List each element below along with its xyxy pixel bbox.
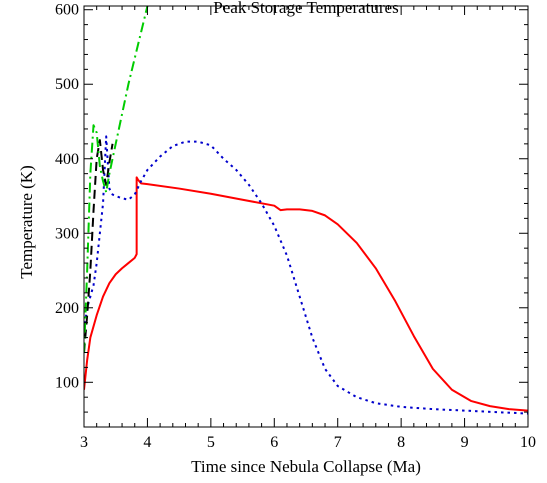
y-tick-label: 200 bbox=[55, 300, 79, 317]
y-tick-label: 600 bbox=[55, 2, 79, 19]
x-tick-label: 5 bbox=[207, 434, 215, 451]
y-axis-label: Temperature (K) bbox=[17, 165, 36, 279]
y-tick-label: 300 bbox=[55, 225, 79, 242]
plot-frame bbox=[83, 5, 529, 428]
series-line-dotted bbox=[84, 135, 528, 415]
x-tick-label: 4 bbox=[143, 434, 151, 451]
series-line-dashed bbox=[84, 139, 114, 353]
chart-title: Peak Storage Temperatures bbox=[213, 0, 398, 17]
x-tick-label: 8 bbox=[397, 434, 405, 451]
y-tick-label: 500 bbox=[55, 76, 79, 93]
series-layer bbox=[84, 6, 528, 415]
x-tick-label: 6 bbox=[270, 434, 278, 451]
x-tick-label: 9 bbox=[461, 434, 469, 451]
series-line-solid bbox=[84, 176, 528, 412]
y-tick-label: 100 bbox=[55, 374, 79, 391]
x-tick-label: 10 bbox=[520, 434, 536, 451]
x-axis-label: Time since Nebula Collapse (Ma) bbox=[191, 457, 421, 476]
series-line-dashdot bbox=[84, 6, 149, 353]
axes-layer: 3 4 5 6 7 8 9 10 100 200 300 400 500 600 bbox=[55, 2, 536, 451]
x-tick-label: 3 bbox=[80, 434, 88, 451]
y-tick-label: 400 bbox=[55, 151, 79, 168]
x-tick-label: 7 bbox=[334, 434, 342, 451]
